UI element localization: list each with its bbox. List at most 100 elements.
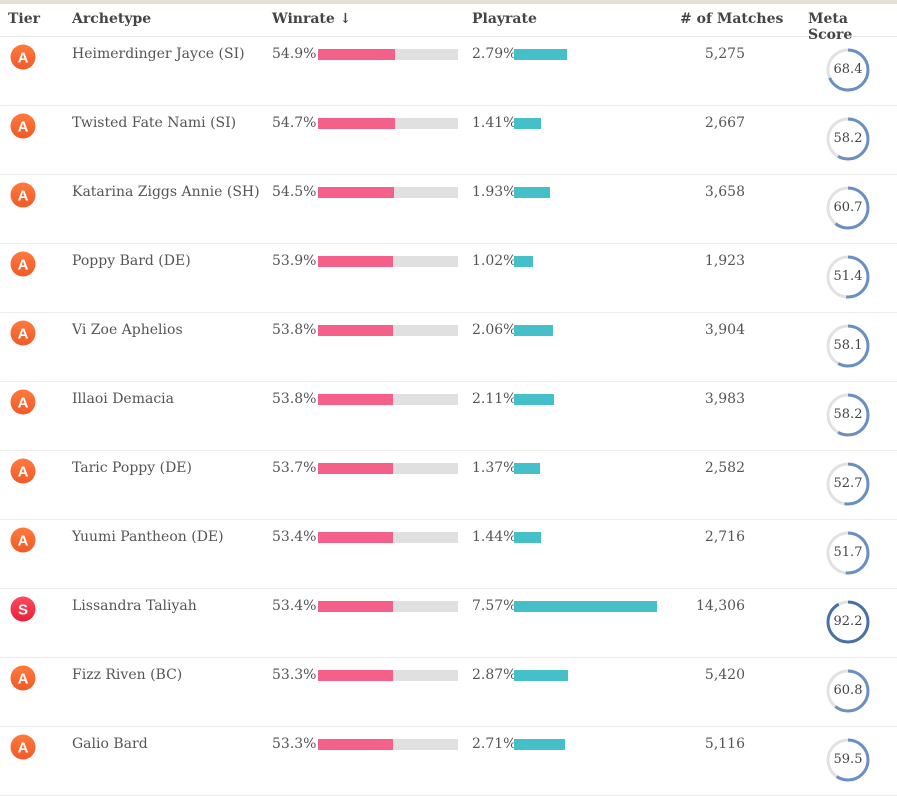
winrate-bar-fill [318, 670, 393, 681]
playrate-bar-fill [514, 325, 553, 336]
tier-letter: A [18, 119, 29, 136]
meta-score-ring-graphic [826, 186, 870, 230]
tier-badge-icon: A [10, 44, 36, 70]
table-row[interactable]: A Poppy Bard (DE) 53.9% 1.02% 1,923 51.4 [0, 244, 897, 313]
tier-letter: A [18, 533, 29, 550]
winrate-bar-fill [318, 256, 394, 267]
archetype-name[interactable]: Vi Zoe Aphelios [72, 322, 183, 338]
header-archetype[interactable]: Archetype [72, 11, 152, 27]
winrate-value: 54.5% [272, 184, 317, 200]
tier-badge: A [10, 527, 36, 553]
tier-letter: A [18, 464, 29, 481]
meta-score-ring: 92.2 [826, 600, 870, 644]
header-winrate-sorted[interactable]: Winrate ↓ [272, 11, 352, 27]
winrate-bar [318, 256, 458, 267]
table-row[interactable]: A Taric Poppy (DE) 53.7% 1.37% 2,582 52.… [0, 451, 897, 520]
archetype-name[interactable]: Fizz Riven (BC) [72, 667, 183, 683]
tier-badge: A [10, 734, 36, 760]
archetype-name[interactable]: Illaoi Demacia [72, 391, 174, 407]
table-row[interactable]: A Twisted Fate Nami (SI) 54.7% 1.41% 2,6… [0, 106, 897, 175]
tier-letter: S [18, 602, 28, 619]
archetype-name[interactable]: Twisted Fate Nami (SI) [72, 115, 237, 131]
header-meta-score[interactable]: Meta Score [808, 11, 853, 43]
meta-score-ring: 60.8 [826, 669, 870, 713]
table-row[interactable]: A Fizz Riven (BC) 53.3% 2.87% 5,420 60.8 [0, 658, 897, 727]
meta-score-value: 52.7 [833, 476, 863, 491]
winrate-value: 53.4% [272, 598, 317, 614]
tier-badge-icon: A [10, 320, 36, 346]
archetype-name[interactable]: Galio Bard [72, 736, 148, 752]
winrate-bar-fill [318, 325, 394, 336]
meta-score-ring: 51.7 [826, 531, 870, 575]
matches-count: 5,420 [704, 667, 745, 683]
table-row[interactable]: A Galio Bard 53.3% 2.71% 5,116 59.5 [0, 727, 897, 796]
tier-letter: A [18, 395, 29, 412]
archetype-name[interactable]: Heimerdinger Jayce (SI) [72, 46, 245, 62]
winrate-value: 53.3% [272, 736, 317, 752]
tier-badge-icon: A [10, 665, 36, 691]
meta-score-value: 68.4 [833, 62, 863, 77]
matches-count: 2,667 [704, 115, 745, 131]
winrate-bar-fill [318, 49, 395, 60]
table-header: Tier Archetype Winrate ↓ Playrate # of M… [0, 4, 897, 43]
table-row[interactable]: A Katarina Ziggs Annie (SH) 54.5% 1.93% … [0, 175, 897, 244]
meta-score-value: 60.8 [833, 683, 863, 698]
tier-letter: A [18, 671, 29, 688]
top-border [0, 0, 897, 4]
matches-count: 3,983 [704, 391, 745, 407]
table-row[interactable]: A Illaoi Demacia 53.8% 2.11% 3,983 58.2 [0, 382, 897, 451]
meta-score-value: 58.1 [833, 338, 863, 353]
tier-badge: A [10, 665, 36, 691]
tier-badge: A [10, 389, 36, 415]
table-row[interactable]: A Yuumi Pantheon (DE) 53.4% 1.44% 2,716 … [0, 520, 897, 589]
table-row[interactable]: S Lissandra Taliyah 53.4% 7.57% 14,306 9… [0, 589, 897, 658]
meta-score-value: 59.5 [833, 752, 863, 767]
winrate-value: 53.8% [272, 322, 317, 338]
winrate-bar [318, 49, 458, 60]
archetype-name[interactable]: Lissandra Taliyah [72, 598, 197, 614]
meta-score-ring-graphic [826, 324, 870, 368]
archetype-name[interactable]: Katarina Ziggs Annie (SH) [72, 184, 260, 200]
header-tier[interactable]: Tier [8, 11, 41, 27]
meta-score-ring: 60.7 [826, 186, 870, 230]
header-playrate[interactable]: Playrate [472, 11, 537, 27]
header-matches[interactable]: # of Matches [680, 11, 784, 27]
tier-letter: A [18, 257, 29, 274]
winrate-value: 53.7% [272, 460, 317, 476]
meta-score-ring: 59.5 [826, 738, 870, 782]
archetype-name[interactable]: Yuumi Pantheon (DE) [72, 529, 224, 545]
winrate-bar-fill [318, 463, 394, 474]
matches-count: 3,904 [704, 322, 745, 338]
meta-score-ring-graphic [826, 531, 870, 575]
winrate-value: 53.9% [272, 253, 317, 269]
matches-count: 5,116 [704, 736, 745, 752]
playrate-value: 7.57% [472, 598, 517, 614]
playrate-value: 2.06% [472, 322, 517, 338]
playrate-bar-fill [514, 670, 569, 681]
table-row[interactable]: A Heimerdinger Jayce (SI) 54.9% 2.79% 5,… [0, 37, 897, 106]
archetype-name[interactable]: Taric Poppy (DE) [72, 460, 192, 476]
meta-score-ring: 52.7 [826, 462, 870, 506]
playrate-value: 1.93% [472, 184, 517, 200]
playrate-bar-fill [514, 49, 567, 60]
winrate-bar [318, 394, 458, 405]
winrate-bar [318, 601, 458, 612]
tier-badge-icon: A [10, 389, 36, 415]
tier-badge: A [10, 113, 36, 139]
tier-letter: A [18, 740, 29, 757]
winrate-bar [318, 325, 458, 336]
meta-score-value: 51.7 [833, 545, 863, 560]
meta-score-ring: 58.2 [826, 117, 870, 161]
table-row[interactable]: A Vi Zoe Aphelios 53.8% 2.06% 3,904 58.1 [0, 313, 897, 382]
winrate-bar [318, 532, 458, 543]
meta-score-value: 92.2 [833, 614, 863, 629]
tier-badge-icon: A [10, 527, 36, 553]
meta-score-ring-graphic [826, 117, 870, 161]
playrate-value: 1.44% [472, 529, 517, 545]
tier-badge-icon: A [10, 734, 36, 760]
table-body: A Heimerdinger Jayce (SI) 54.9% 2.79% 5,… [0, 37, 897, 796]
winrate-bar-fill [318, 739, 393, 750]
archetype-name[interactable]: Poppy Bard (DE) [72, 253, 191, 269]
tier-badge: A [10, 182, 36, 208]
winrate-value: 54.7% [272, 115, 317, 131]
